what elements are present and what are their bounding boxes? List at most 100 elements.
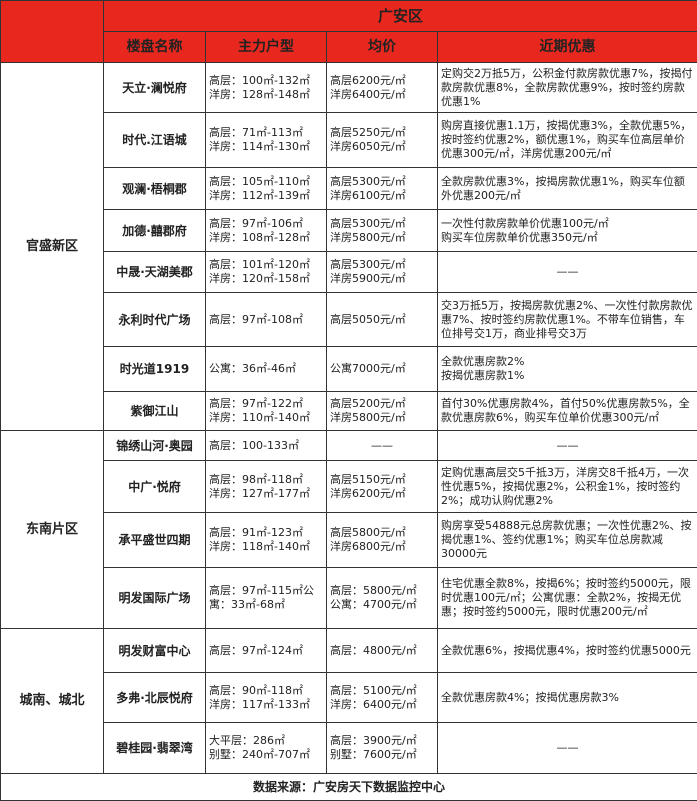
unit-type-line: 洋房：128㎡-148㎡ (209, 88, 323, 102)
price-line: 高层6200元/㎡ (330, 74, 434, 88)
project-name: 承平盛世四期 (104, 513, 206, 568)
promotion: 全款优惠房款2%按揭优惠房款1% (438, 347, 697, 392)
price-line: 高层5300元/㎡ (330, 258, 434, 272)
unit-type-line: 洋房：120㎡-158㎡ (209, 272, 323, 286)
project-name: 锦绣山河·奥园 (104, 431, 206, 461)
promo-line: 购买车位房款单价优惠350元/㎡ (441, 231, 694, 245)
price-line: 高层5300元/㎡ (330, 175, 434, 189)
unit-type-line: 高层：91㎡-123㎡ (209, 526, 323, 540)
district-title: 广安区 (104, 1, 697, 32)
promotion: 全款房款优惠3%，按揭房款优惠1%，购买车位额外优惠200元/㎡ (438, 168, 697, 210)
unit-type-line: 洋房：112㎡-139㎡ (209, 189, 323, 203)
price-line: 高层5800元/㎡ (330, 526, 434, 540)
promotion: —— (438, 252, 697, 293)
price-line: 洋房6400元/㎡ (330, 88, 434, 102)
unit-type-line: 洋房：110㎡-140㎡ (209, 411, 323, 425)
table-row: 东南片区锦绣山河·奥园高层：100-133㎡———— (1, 431, 697, 461)
promotion: —— (438, 723, 697, 774)
price-line: 洋房：6400元/㎡ (330, 698, 434, 712)
project-name: 天立·澜悦府 (104, 63, 206, 113)
header-name: 楼盘名称 (104, 32, 206, 63)
price-line: 高层：5800元/㎡ (330, 584, 434, 598)
unit-type-line: 公寓：36㎡-46㎡ (209, 362, 323, 376)
price-line: 洋房5800元/㎡ (330, 231, 434, 245)
project-name: 多弗·北辰悦府 (104, 673, 206, 723)
unit-type-line: 别墅：240㎡-707㎡ (209, 748, 323, 762)
unit-type-line: 洋房：117㎡-133㎡ (209, 698, 323, 712)
price-line: 高层5050元/㎡ (330, 313, 434, 327)
promotion: 首付30%优惠房款4%，首付50%优惠房款5%，全款优惠房款6%，购买车位单价优… (438, 392, 697, 431)
unit-type-line: 高层：100-133㎡ (209, 439, 323, 453)
project-name: 紫御江山 (104, 392, 206, 431)
promotion: 购房直接优惠1.1万，按揭优惠3%，全款优惠5%，按时签约优惠2%，额优惠1%，… (438, 113, 697, 168)
promotion: 全款优惠房款4%；按揭优惠房款3% (438, 673, 697, 723)
region-cell: 东南片区 (1, 431, 104, 629)
header-promo: 近期优惠 (438, 32, 697, 63)
promo-line: 按揭优惠房款1% (441, 369, 694, 383)
promotion: 定购交2万抵5万，公积金付款房款优惠7%，按揭付款房款优惠8%，全款房款优惠9%… (438, 63, 697, 113)
project-name: 明发财富中心 (104, 629, 206, 673)
unit-type-line: 高层：100㎡-132㎡ (209, 74, 323, 88)
project-name: 加德·囍郡府 (104, 210, 206, 252)
price-line: 高层：5100元/㎡ (330, 684, 434, 698)
project-name: 永利时代广场 (104, 293, 206, 347)
unit-types: 高层：97㎡-115㎡公寓：33㎡-68㎡ (206, 568, 327, 629)
average-price: 公寓7000元/㎡ (327, 347, 438, 392)
unit-types: 高层：100-133㎡ (206, 431, 327, 461)
price-line: 高层：3900元/㎡ (330, 734, 434, 748)
unit-type-line: 高层：98㎡-118㎡ (209, 473, 323, 487)
unit-type-line: 高层：97㎡-122㎡ (209, 397, 323, 411)
unit-type-line: 高层：101㎡-120㎡ (209, 258, 323, 272)
price-line: 高层5200元/㎡ (330, 397, 434, 411)
price-line: —— (330, 439, 434, 453)
project-name: 明发国际广场 (104, 568, 206, 629)
unit-types: 高层：97㎡-124㎡ (206, 629, 327, 673)
unit-type-line: 洋房：118㎡-140㎡ (209, 540, 323, 554)
unit-type-line: 高层：97㎡-115㎡公寓：33㎡-68㎡ (209, 584, 314, 611)
region-cell: 官盛新区 (1, 63, 104, 431)
header-price: 均价 (327, 32, 438, 63)
price-line: 公寓：4700元/㎡ (330, 598, 434, 612)
promotion: 交3万抵5万，按揭房款优惠2%、一次性付款房款优惠7%、按时签约房款优惠1%。不… (438, 293, 697, 347)
price-line: 高层5300元/㎡ (330, 217, 434, 231)
header-type: 主力户型 (206, 32, 327, 63)
average-price: 高层5050元/㎡ (327, 293, 438, 347)
project-name: 观澜·梧桐郡 (104, 168, 206, 210)
promotion: —— (438, 431, 697, 461)
unit-type-line: 洋房：108㎡-128㎡ (209, 231, 323, 245)
price-line: 洋房6800元/㎡ (330, 540, 434, 554)
project-name: 时代.江语城 (104, 113, 206, 168)
price-line: 洋房6050元/㎡ (330, 140, 434, 154)
promo-line: 一次性付款房款单价优惠100元/㎡ (441, 217, 694, 231)
unit-type-line: 高层：97㎡-106㎡ (209, 217, 323, 231)
